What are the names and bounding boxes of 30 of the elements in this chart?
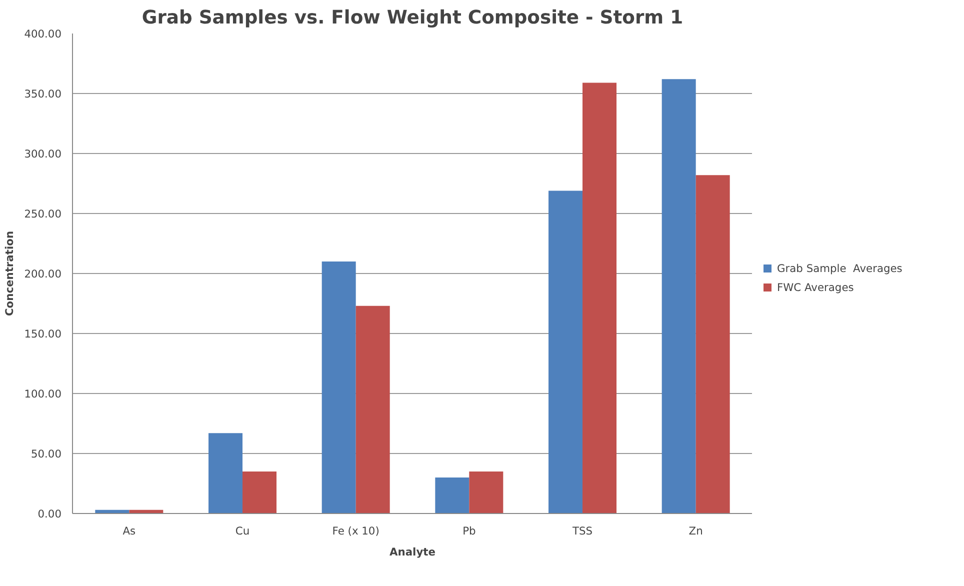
bar [662,79,696,514]
x-tick-label: TSS [571,524,593,538]
legend-label: FWC Averages [777,280,854,294]
bar [242,472,276,514]
bar [208,433,242,514]
x-tick-label: Cu [235,524,250,538]
y-tick-label: 200.00 [24,268,62,280]
bar [435,478,470,514]
x-tick-label: As [122,524,136,538]
chart-title: Grab Samples vs. Flow Weight Composite - Storm 1 [142,8,684,28]
bar [582,82,616,514]
y-tick-label: 50.00 [30,448,62,460]
x-tick-label: Pb [462,524,476,538]
bar [548,190,582,514]
y-tick-label: 0.00 [38,508,62,520]
y-tick-label: 400.00 [24,28,62,40]
y-tick-label: 350.00 [24,88,62,100]
bar [469,472,504,514]
y-tick-label: 250.00 [24,208,62,220]
y-axis-title: Concentration [3,230,16,316]
x-tick-label: Zn [688,524,703,538]
bar [322,262,356,514]
x-tick-label: Fe (x 10) [332,524,380,538]
legend-label: Grab Sample Averages [777,262,902,274]
x-axis-title: Analyte [390,546,436,558]
y-tick-label: 300.00 [24,148,62,160]
bar [356,306,390,514]
y-tick-label: 150.00 [24,328,62,340]
bar [696,175,730,514]
y-tick-label: 100.00 [24,388,62,400]
